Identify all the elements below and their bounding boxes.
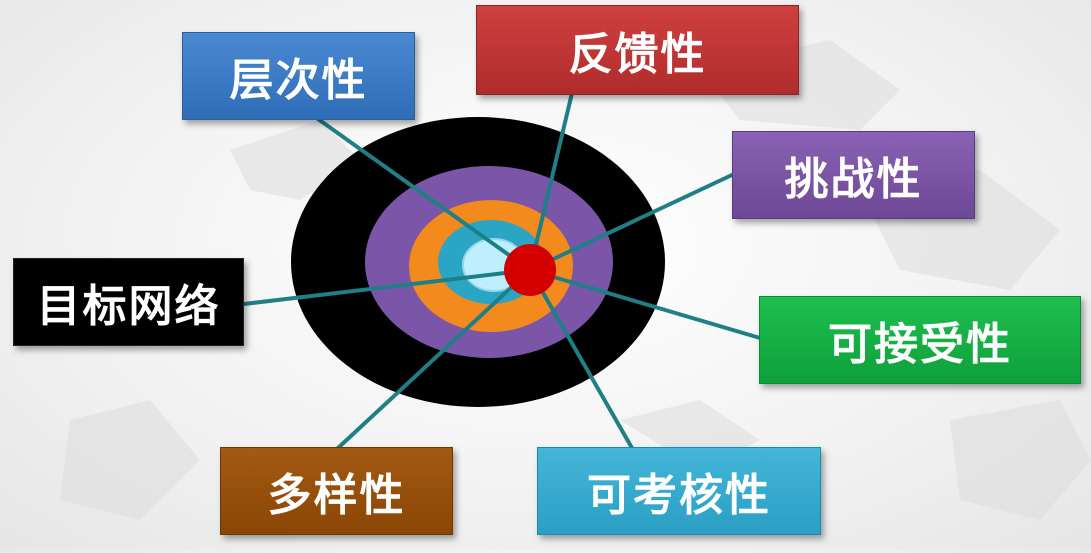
connector-assessability (528, 268, 634, 450)
label-assessability: 可考核性 (537, 447, 821, 535)
connector-feedback (528, 91, 574, 272)
label-goal-network: 目标网络 (13, 258, 244, 346)
label-diversity: 多样性 (220, 447, 453, 535)
label-assessability-text: 可考核性 (587, 470, 771, 521)
label-diversity-text: 多样性 (267, 470, 406, 521)
connector-lines (242, 91, 762, 450)
connector-challenge (528, 172, 736, 272)
label-feedback-text: 反馈性 (568, 29, 707, 80)
connector-goal-network (242, 268, 532, 306)
connector-hierarchy (316, 117, 532, 272)
label-challenge: 挑战性 (732, 131, 975, 219)
connector-diversity (336, 268, 532, 450)
label-goal-network-text: 目标网络 (36, 281, 221, 332)
label-acceptability: 可接受性 (759, 296, 1081, 384)
center-red-dot (504, 244, 556, 296)
label-feedback: 反馈性 (476, 5, 799, 95)
label-hierarchy: 层次性 (182, 32, 415, 120)
connector-acceptability (528, 268, 762, 340)
label-challenge-text: 挑战性 (784, 154, 923, 205)
label-acceptability-text: 可接受性 (828, 319, 1012, 370)
label-hierarchy-text: 层次性 (229, 55, 368, 106)
